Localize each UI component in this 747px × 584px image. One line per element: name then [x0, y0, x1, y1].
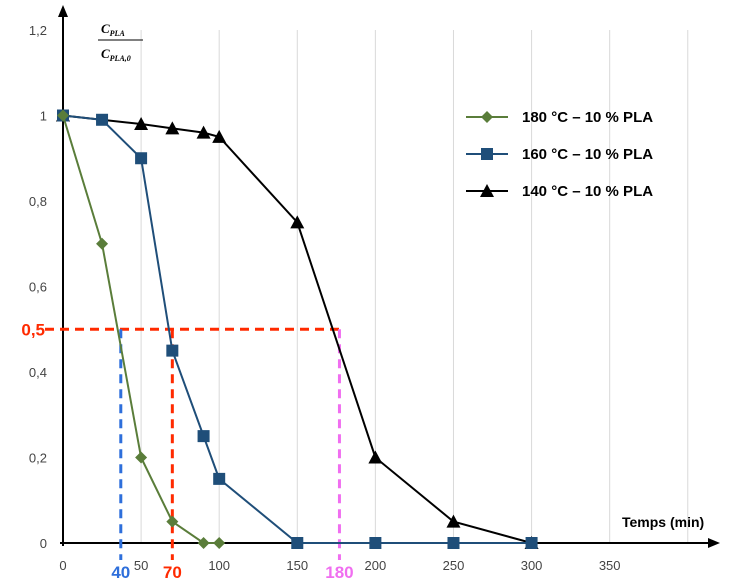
x-tick-label: 50: [134, 558, 148, 573]
annotation-labels: 0,5 40 70 180: [21, 320, 353, 582]
data-point-triangle: [368, 450, 383, 464]
legend-entry: 160 °C – 10 % PLA: [466, 146, 653, 163]
x-tick-label: 200: [365, 558, 387, 573]
x-axis-label: Temps (min): [622, 514, 704, 530]
y-label-denominator: CPLA,0: [101, 46, 131, 63]
x-tick-label: 250: [443, 558, 465, 573]
y-tick-label: 1: [40, 109, 47, 124]
guide-lines: [45, 327, 341, 560]
data-point-square: [447, 537, 460, 549]
x-tick-label: 150: [286, 558, 308, 573]
y-label-numerator: CPLA: [101, 21, 125, 38]
legend-entry: 140 °C – 10 % PLA: [466, 183, 653, 200]
data-point-diamond: [57, 109, 69, 122]
legend-marker-triangle: [480, 184, 494, 197]
data-point-square: [291, 537, 304, 549]
data-point-square: [96, 113, 109, 126]
series-line-square: [62, 114, 532, 544]
x-tick-label: 350: [599, 558, 621, 573]
data-point-diamond: [135, 451, 148, 464]
x-annotation-label: 40: [111, 563, 130, 582]
legend-marker-diamond: [481, 111, 493, 123]
x-tick-label: 300: [521, 558, 543, 573]
y-tick-label: 0,4: [29, 365, 47, 380]
x-tick-labels: 0 50 100 150 200 250 300 350: [59, 558, 620, 573]
data-point-square: [369, 537, 382, 549]
legend-entry: 180 °C – 10 % PLA: [466, 109, 653, 126]
y-annotation-label: 0,5: [21, 320, 45, 339]
x-annotation-label: 70: [163, 563, 182, 582]
legend-marker-square: [481, 148, 493, 160]
series: [56, 108, 539, 549]
data-point-triangle: [212, 129, 227, 143]
y-tick-label: 0,6: [29, 280, 47, 295]
axes: [58, 5, 720, 548]
legend-label: 160 °C – 10 % PLA: [522, 146, 653, 163]
grid: [140, 30, 689, 543]
x-annotation-label: 180: [325, 563, 353, 582]
y-axis-label: CPLA CPLA,0: [98, 21, 143, 63]
legend-label: 180 °C – 10 % PLA: [522, 109, 653, 126]
data-point-triangle: [290, 215, 305, 229]
y-tick-label: 1,2: [29, 23, 47, 38]
data-point-triangle: [165, 121, 180, 135]
data-point-square: [197, 430, 210, 443]
data-point-square: [135, 152, 148, 165]
legend-label: 140 °C – 10 % PLA: [522, 183, 653, 200]
y-tick-label: 0,2: [29, 451, 47, 466]
y-tick-label: 0: [40, 536, 47, 551]
data-point-square: [166, 344, 179, 357]
x-tick-label: 100: [208, 558, 230, 573]
data-point-diamond: [213, 537, 226, 549]
data-point-triangle: [196, 125, 211, 139]
x-axis-arrow: [708, 538, 720, 548]
data-point-triangle: [446, 514, 461, 528]
series-square: [57, 109, 538, 549]
series-diamond: [57, 109, 226, 549]
y-tick-label: 0,8: [29, 194, 47, 209]
data-point-diamond: [166, 515, 179, 528]
data-point-triangle: [134, 117, 149, 131]
data-point-square: [525, 537, 538, 549]
y-tick-labels: 0 0,2 0,4 0,6 0,8 1 1,2: [29, 23, 47, 551]
data-point-square: [213, 472, 226, 485]
legend: 180 °C – 10 % PLA 160 °C – 10 % PLA 140 °C…: [466, 109, 653, 200]
data-point-diamond: [197, 537, 210, 549]
data-point-diamond: [96, 237, 109, 250]
x-tick-label: 0: [59, 558, 66, 573]
y-axis-arrow: [58, 5, 68, 17]
